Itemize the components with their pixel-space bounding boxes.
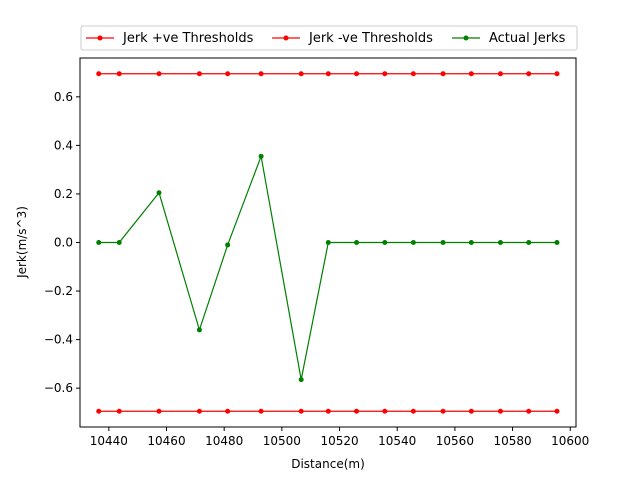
x-axis-label: Distance(m) bbox=[291, 457, 365, 471]
y-axis-label: Jerk(m/s^3) bbox=[15, 206, 29, 279]
data-point-actual-jerks bbox=[382, 240, 388, 245]
data-point-negative-threshold bbox=[156, 408, 162, 414]
data-point-negative-threshold bbox=[96, 408, 102, 414]
plot-frame bbox=[79, 57, 577, 428]
legend-label-actual-jerks: Actual Jerks bbox=[489, 31, 566, 46]
data-point-actual-jerks bbox=[554, 240, 560, 245]
legend-marker-actual-jerks bbox=[463, 35, 469, 41]
x-tick-label: 10480 bbox=[205, 434, 243, 448]
data-point-positive-threshold bbox=[325, 71, 331, 77]
data-point-positive-threshold bbox=[382, 71, 388, 77]
data-point-negative-threshold bbox=[382, 408, 388, 414]
data-point-positive-threshold bbox=[116, 71, 122, 77]
x-tick-label: 10520 bbox=[320, 434, 358, 448]
data-point-negative-threshold bbox=[354, 408, 360, 414]
y-tick-label: 0.4 bbox=[54, 138, 73, 152]
data-point-actual-jerks bbox=[225, 242, 231, 248]
x-tick-label: 10540 bbox=[378, 434, 416, 448]
y-tick-label: 0.0 bbox=[54, 236, 73, 250]
legend: Jerk +ve Thresholds Jerk -ve Thresholds … bbox=[80, 25, 578, 51]
y-tick-label: −0.4 bbox=[44, 333, 73, 347]
data-point-positive-threshold bbox=[225, 71, 231, 77]
ticks-layer: 10440 10460 10480 10500 10520 10540 10560 10580… bbox=[44, 90, 589, 448]
x-tick-label: 10600 bbox=[551, 434, 589, 448]
legend-marker-negative-threshold bbox=[283, 35, 289, 41]
y-tick-label: −0.6 bbox=[44, 381, 73, 395]
data-point-actual-jerks bbox=[410, 240, 416, 245]
series-line-actual-jerks bbox=[98, 155, 557, 381]
x-tick-label: 10580 bbox=[493, 434, 531, 448]
data-point-positive-threshold bbox=[196, 71, 202, 77]
legend-box bbox=[80, 25, 578, 51]
data-point-positive-threshold bbox=[96, 71, 102, 77]
data-point-actual-jerks bbox=[497, 240, 503, 245]
data-point-positive-threshold bbox=[354, 71, 360, 77]
data-point-positive-threshold bbox=[554, 71, 560, 77]
data-point-negative-threshold bbox=[116, 408, 122, 414]
data-point-negative-threshold bbox=[468, 408, 474, 414]
data-point-actual-jerks bbox=[116, 240, 122, 245]
y-tick-label: −0.2 bbox=[44, 284, 73, 298]
x-tick-label: 10560 bbox=[436, 434, 474, 448]
data-point-actual-jerks bbox=[354, 240, 360, 245]
legend-entry-actual-jerks: Actual Jerks bbox=[452, 31, 566, 46]
data-point-actual-jerks bbox=[156, 190, 162, 196]
y-tick-label: 0.2 bbox=[54, 187, 73, 201]
data-point-positive-threshold bbox=[497, 71, 503, 77]
legend-label-positive-threshold: Jerk +ve Thresholds bbox=[122, 31, 254, 46]
x-tick-label: 10500 bbox=[263, 434, 301, 448]
legend-entry-negative-threshold: Jerk -ve Thresholds bbox=[272, 31, 433, 46]
data-point-negative-threshold bbox=[258, 408, 264, 414]
data-point-actual-jerks bbox=[298, 377, 304, 383]
data-point-negative-threshold bbox=[410, 408, 416, 414]
data-point-positive-threshold bbox=[526, 71, 532, 77]
data-point-negative-threshold bbox=[298, 408, 304, 414]
data-point-positive-threshold bbox=[298, 71, 304, 77]
x-tick-label: 10460 bbox=[147, 434, 185, 448]
data-point-actual-jerks bbox=[258, 153, 264, 159]
data-point-positive-threshold bbox=[258, 71, 264, 77]
data-point-negative-threshold bbox=[554, 408, 560, 414]
data-point-actual-jerks bbox=[526, 240, 532, 245]
x-tick-label: 10440 bbox=[90, 434, 128, 448]
data-point-negative-threshold bbox=[225, 408, 231, 414]
data-point-negative-threshold bbox=[440, 408, 446, 414]
data-point-actual-jerks bbox=[196, 327, 202, 333]
data-point-actual-jerks bbox=[440, 240, 446, 245]
series-layer bbox=[96, 71, 560, 414]
data-point-actual-jerks bbox=[96, 240, 102, 245]
legend-marker-positive-threshold bbox=[97, 35, 103, 41]
data-point-actual-jerks bbox=[325, 240, 331, 245]
data-point-positive-threshold bbox=[410, 71, 416, 77]
data-point-negative-threshold bbox=[497, 408, 503, 414]
data-point-positive-threshold bbox=[468, 71, 474, 77]
data-point-negative-threshold bbox=[325, 408, 331, 414]
legend-label-negative-threshold: Jerk -ve Thresholds bbox=[308, 31, 433, 46]
data-point-actual-jerks bbox=[468, 240, 474, 245]
data-point-positive-threshold bbox=[440, 71, 446, 77]
data-point-negative-threshold bbox=[196, 408, 202, 414]
data-point-negative-threshold bbox=[526, 408, 532, 414]
y-tick-label: 0.6 bbox=[54, 90, 73, 104]
legend-entry-positive-threshold: Jerk +ve Thresholds bbox=[86, 31, 254, 46]
data-point-positive-threshold bbox=[156, 71, 162, 77]
